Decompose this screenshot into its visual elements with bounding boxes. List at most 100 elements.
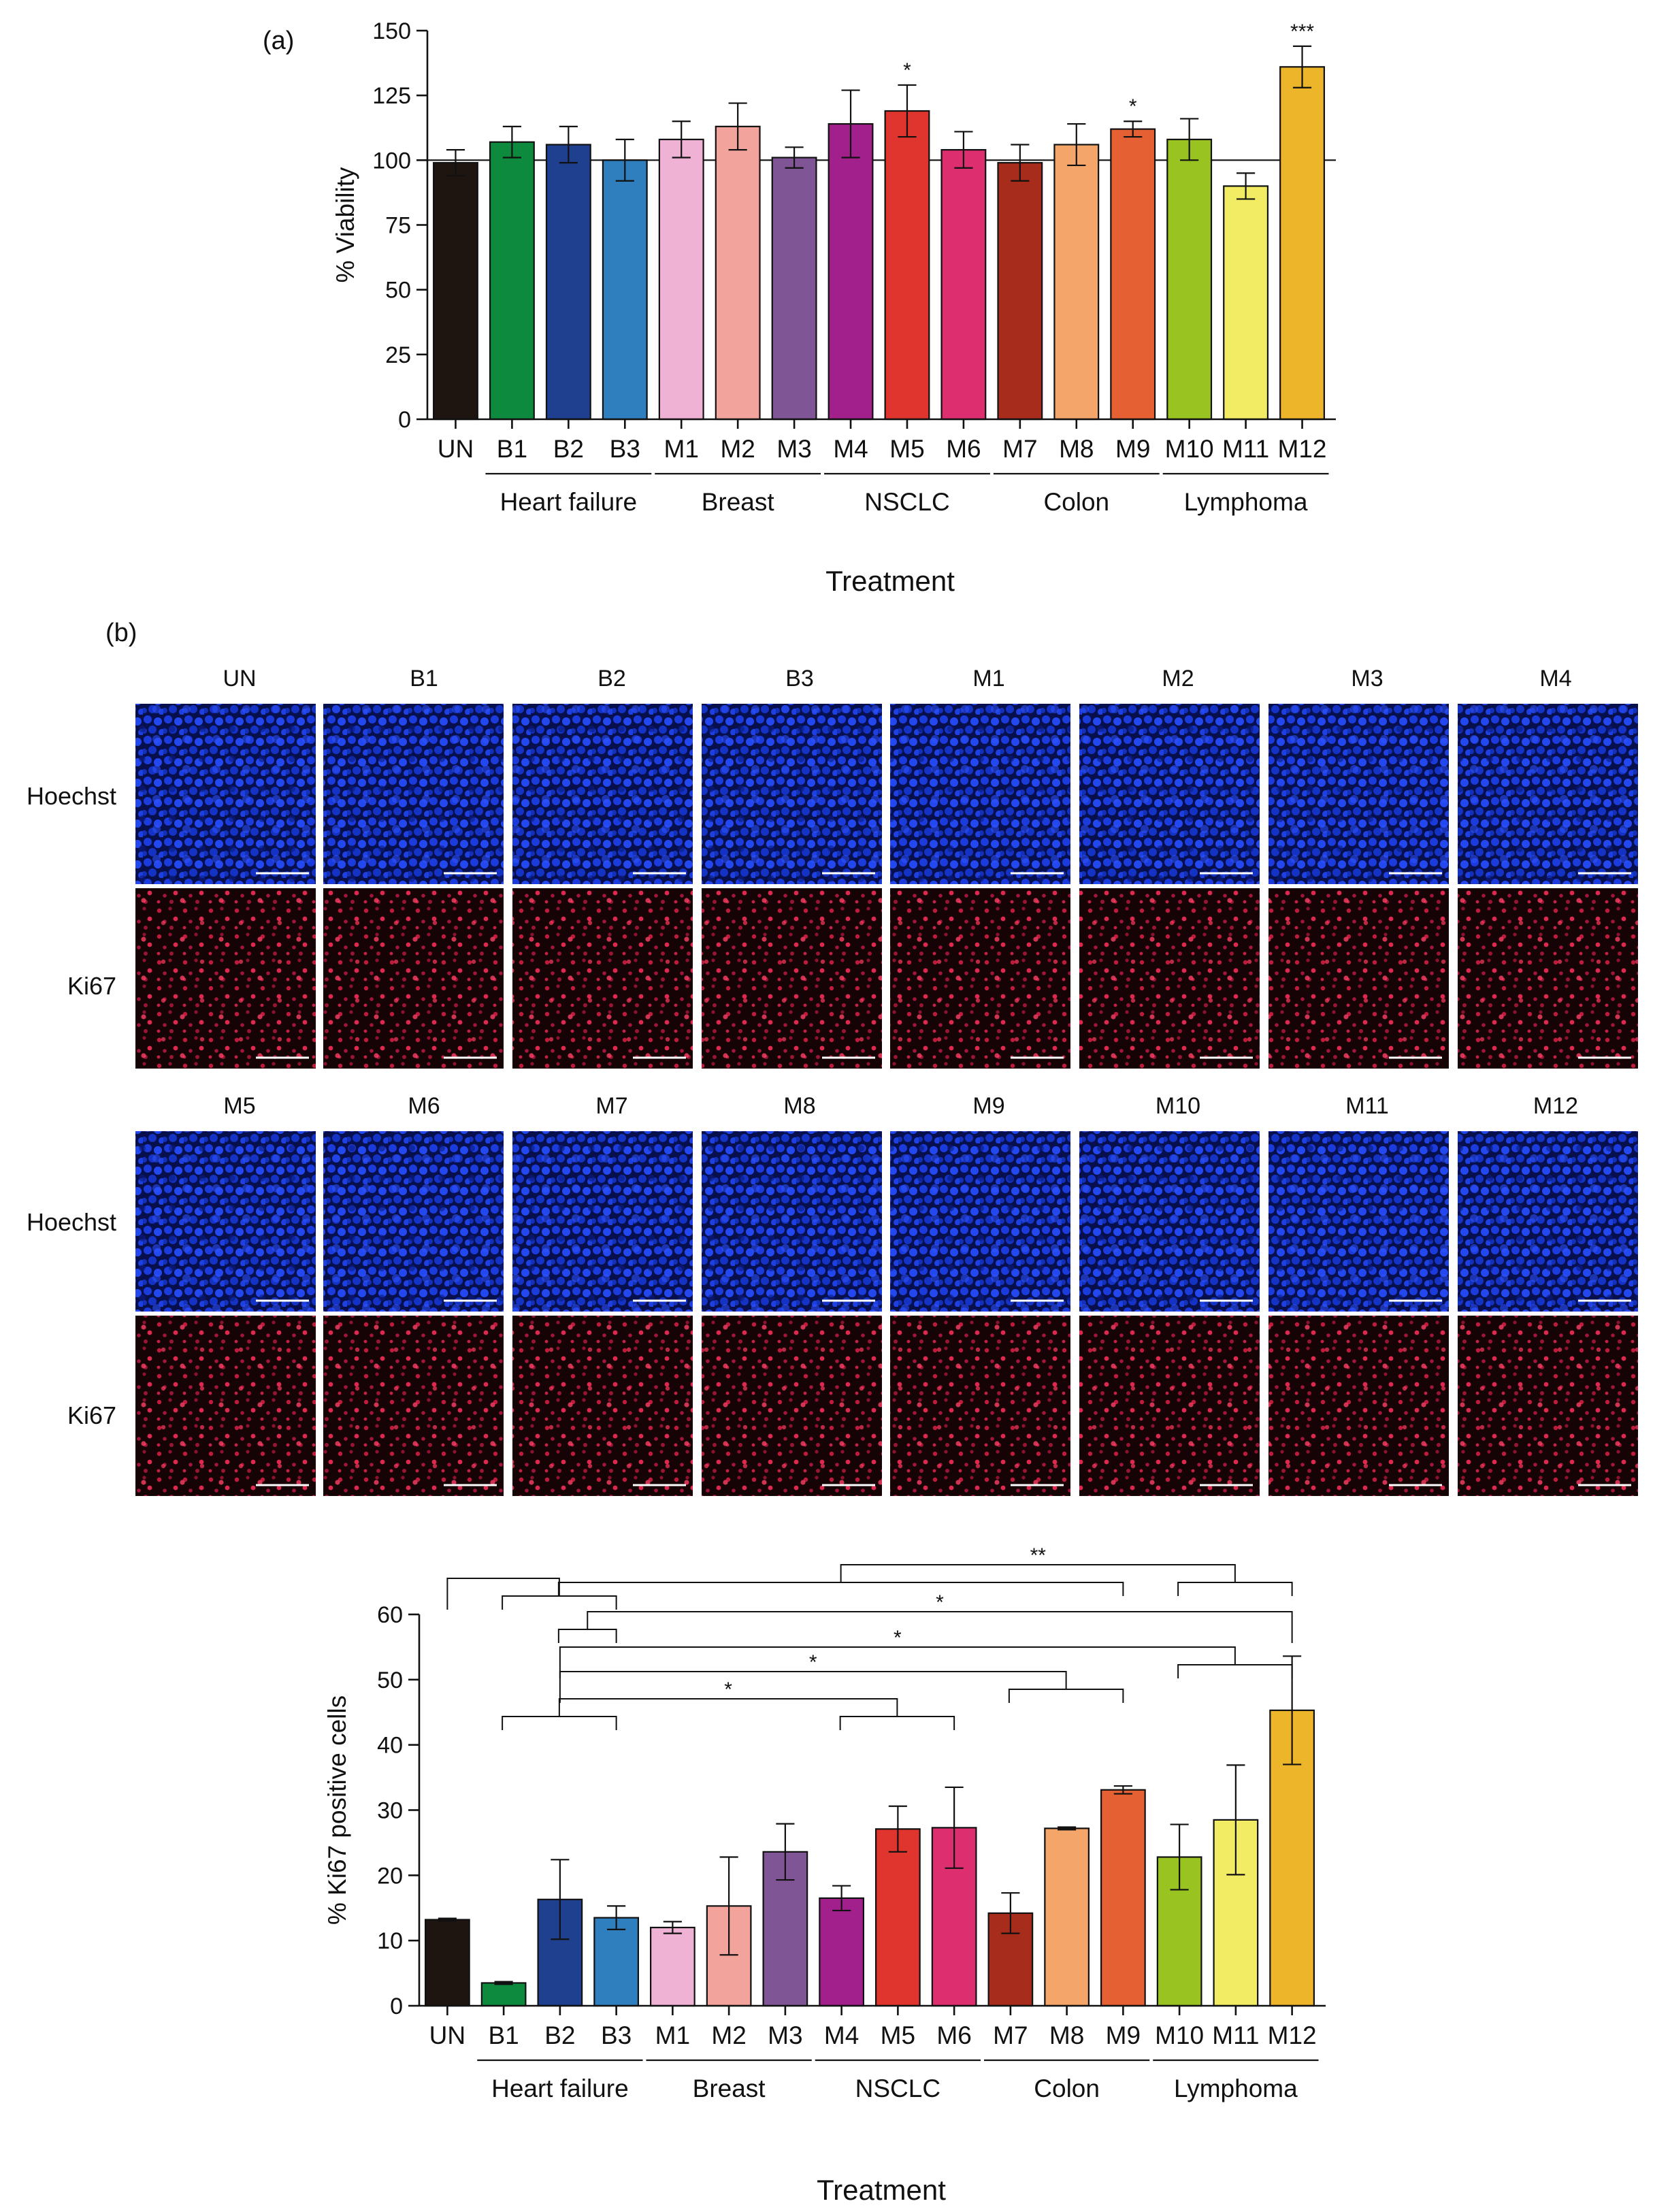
ki67-error-bar [438,1917,457,1922]
ki67-micrograph [702,1316,882,1496]
column-label: M7 [595,1093,627,1119]
ki67-micrograph [135,888,316,1069]
ki67-error-bar [832,1885,851,1912]
significance-marker: * [1129,95,1137,118]
ki67-group-label: Lymphoma [1174,2075,1298,2102]
micrograph-texture [1268,888,1449,1069]
viability-bar [940,149,987,421]
ki67-bar [1044,1827,1090,2007]
ki67-micrograph [1458,1316,1638,1496]
ki67-micrograph [1268,888,1449,1069]
viability-error-bar [1180,118,1199,161]
ki67-micrograph [702,888,882,1069]
viability-error-bar [615,138,634,182]
viability-bar [602,159,648,421]
ki67-group-label: Breast [693,2075,766,2102]
significance-bracket [557,1611,1293,1643]
micrograph-texture [1458,1131,1638,1312]
ki67-bar [875,1828,921,2007]
hoechst-micrograph [323,1131,504,1312]
ki67-x-tick-label: B3 [601,2021,632,2049]
ki67-micrograph [135,1316,316,1496]
micrograph-texture [890,888,1070,1069]
column-label: M11 [1345,1093,1389,1119]
viability-y-tick-label: 150 [372,18,411,44]
micrograph-texture [1079,888,1260,1069]
micrograph-texture [323,1316,504,1496]
ki67-error-bar [494,1981,513,1985]
column-label: B1 [410,666,438,692]
ki67-x-axis-title: Treatment [817,2174,946,2206]
ki67-group-label: NSCLC [855,2075,940,2102]
ki67-micrograph [1079,1316,1260,1496]
ki67-micrograph [1458,888,1638,1069]
ki67-micrograph [323,1316,504,1496]
column-label: B3 [785,666,814,692]
significance-marker: * [809,1651,817,1674]
viability-bar [1110,128,1156,421]
viability-error-bar [785,146,804,169]
ki67-x-tick-label: B2 [544,2021,575,2049]
viability-x-tick-label: M8 [1059,435,1094,463]
micrograph-texture [702,1131,882,1312]
significance-bracket [502,1698,955,1730]
micrograph-texture [890,704,1070,884]
viability-bar [828,123,874,421]
panel-b-label: (b) [105,619,137,647]
significance-marker: ** [1030,1544,1047,1567]
ki67-error-bar [1113,1785,1132,1795]
viability-bar [433,162,478,421]
column-label: M10 [1156,1093,1200,1119]
ki67-x-tick-label: M7 [993,2021,1028,2049]
significance-marker: * [936,1591,944,1614]
viability-bar [1053,144,1100,421]
hoechst-micrograph [1268,704,1449,884]
viability-bar [1279,66,1325,421]
ki67-bar [1100,1789,1146,2007]
ki67-bar [650,1926,695,2007]
ki67-x-tick-label: M2 [711,2021,746,2049]
row-label-ki67: Ki67 [67,1401,116,1429]
significance-marker: *** [1290,20,1314,43]
micrograph-texture [1268,704,1449,884]
ki67-bar [819,1897,864,2007]
viability-bar [884,110,930,421]
ki67-error-bar [607,1905,626,1930]
micrograph-texture [512,888,693,1069]
ki67-error-bar [1226,1764,1245,1876]
ki67-x-tick-label: B1 [488,2021,519,2049]
micrograph-texture [702,1316,882,1496]
column-label: M9 [972,1093,1004,1119]
micrograph-texture [323,888,504,1069]
ki67-x-tick-label: M5 [881,2021,915,2049]
ki67-x-tick-label: M12 [1268,2021,1317,2049]
viability-x-axis-title: Treatment [825,565,955,597]
ki67-y-tick-label: 40 [377,1733,403,1759]
column-label: M2 [1162,666,1194,692]
ki67-x-tick-label: M9 [1106,2021,1141,2049]
viability-y-tick-label: 50 [385,278,411,304]
ki67-error-bar [776,1823,795,1881]
viability-x-tick-label: M10 [1165,435,1214,463]
hoechst-micrograph [512,704,693,884]
panel-a-label: (a) [263,27,294,55]
ki67-x-tick-label: M1 [655,2021,690,2049]
hoechst-micrograph [1079,704,1260,884]
ki67-micrograph [890,1316,1070,1496]
ki67-group-label: Colon [1034,2075,1100,2102]
ki67-bar [480,1982,527,2007]
micrograph-texture [323,704,504,884]
ki67-error-bar [945,1786,964,1869]
ki67-y-tick-label: 10 [377,1928,403,1954]
viability-error-bar [1067,123,1086,167]
micrograph-texture [890,1131,1070,1312]
viability-bar [489,141,535,421]
micrograph-texture [512,1316,693,1496]
column-label: M12 [1533,1093,1578,1119]
viability-x-tick-label: M2 [720,435,755,463]
hoechst-micrograph [702,1131,882,1312]
hoechst-micrograph [1458,1131,1638,1312]
micrograph-texture [1079,704,1260,884]
viability-x-tick-label: M11 [1222,435,1269,463]
viability-error-bar [898,84,917,138]
